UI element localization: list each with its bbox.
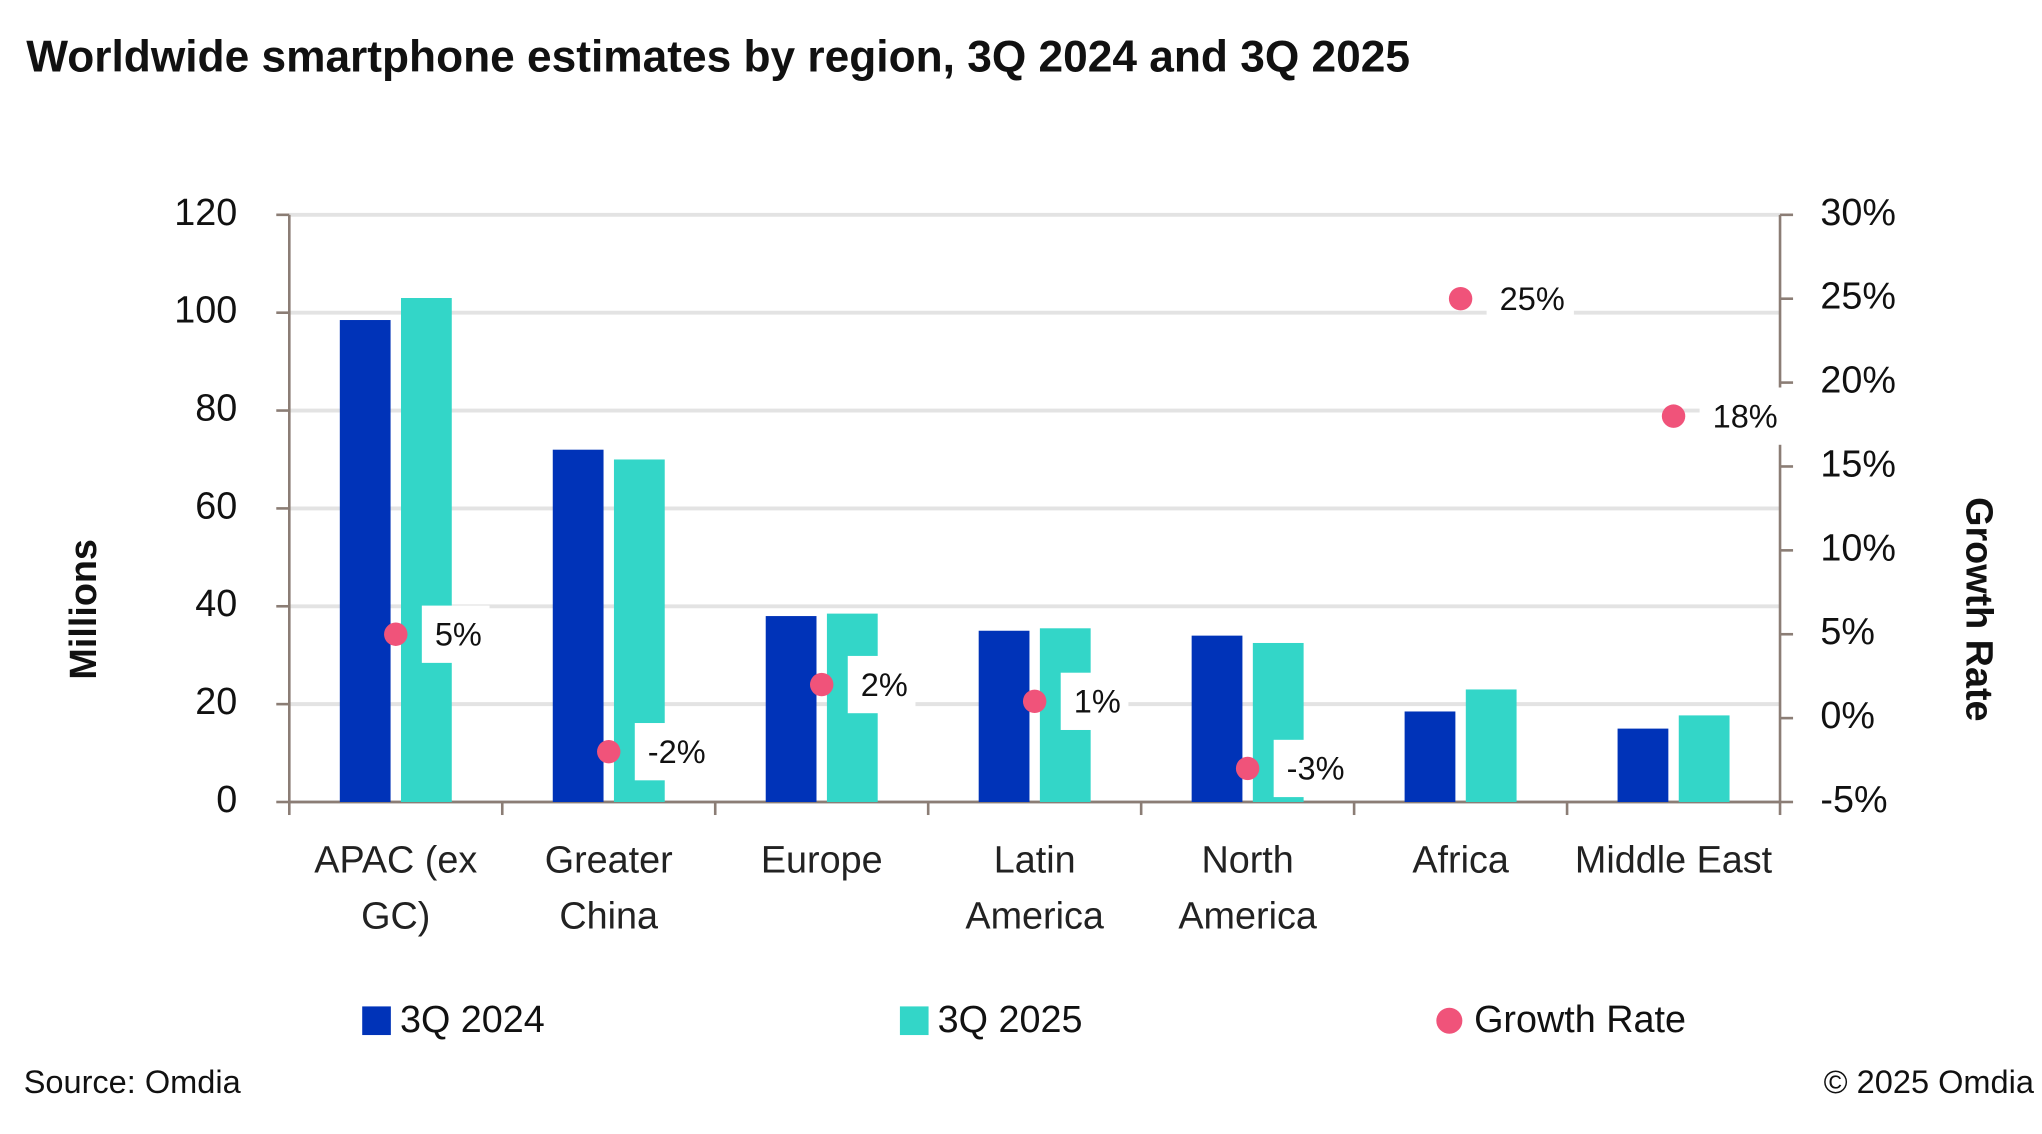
x-tick-label-box: Greater China [544,839,673,938]
y2-tick-label: 15% [1820,442,1896,484]
growth-point [1022,689,1047,714]
bar [1404,711,1456,803]
y2-tick-label: 30% [1820,191,1896,233]
x-tick-label: Middle East [1574,839,1773,882]
x-tick-label: Greater China [544,839,673,938]
y2-tick-label: -5% [1820,778,1887,820]
y-tick-label: 80 [195,387,237,429]
x-tick-label-box: Latin America [965,839,1104,938]
data-label-bg [634,723,723,781]
legend-label: 3Q 2025 [938,998,1083,1040]
y-tick-label: 100 [174,289,237,331]
legend-swatch [362,1006,391,1036]
x-tick-label-box: Africa [1412,839,1509,882]
data-label: 18% [1713,398,1778,434]
x-tick-label: Africa [1412,839,1509,882]
x-tick-label-box: Europe [760,839,883,882]
x-tick-label-box: Middle East [1574,839,1773,882]
data-label: -3% [1287,751,1345,787]
data-label: 25% [1500,281,1565,317]
y-tick-label: 120 [174,191,237,233]
growth-point [1235,756,1260,781]
y-axis-title: Millions [62,539,104,680]
bar [978,630,1030,803]
y2-tick-label: 10% [1820,526,1896,568]
data-label: 2% [861,667,908,703]
y2-axis-title: Growth Rate [1959,497,2001,721]
growth-point [809,672,834,697]
bar [1191,635,1243,803]
data-label-bg [421,605,490,663]
y-tick-label: 20 [195,680,237,722]
y2-tick-label: 0% [1820,694,1875,736]
bar [1465,689,1517,803]
legend-label: 3Q 2024 [400,998,545,1040]
growth-point [1448,286,1473,311]
legend-swatch [899,1006,929,1036]
data-label-bg [1060,672,1129,730]
bar [552,449,604,803]
bar [1678,715,1730,803]
growth-point [597,739,621,764]
x-tick-label: APAC (ex GC) [314,839,478,938]
data-label-bg [847,655,916,714]
y2-tick-label: 5% [1820,610,1875,652]
legend-label: Growth Rate [1474,998,1686,1040]
y-tick-label: 60 [195,484,237,526]
x-tick-label-box: APAC (ex GC) [314,839,478,938]
data-label: 1% [1074,684,1121,720]
legend-swatch [1436,1007,1463,1034]
data-label-bg [1486,270,1574,328]
x-tick-label: Latin America [965,839,1104,938]
y-tick-label: 0 [216,778,237,820]
growth-point [1661,404,1686,428]
growth-point [384,622,408,646]
bar [765,616,817,803]
data-label-bg [1273,739,1361,798]
y2-tick-label: 20% [1820,359,1896,401]
x-tick-label: Europe [760,839,883,882]
data-label: -2% [648,734,706,770]
x-tick-label: North America [1178,839,1317,938]
source: Source: Omdia [24,1064,242,1100]
y2-tick-label: 25% [1820,275,1896,317]
chart-title: Worldwide smartphone estimates by region… [26,33,1410,82]
bar [400,298,452,803]
data-label-bg [1699,387,1787,445]
bar [1617,728,1669,803]
y-tick-label: 40 [195,582,237,624]
bar [339,320,391,803]
copyright: © 2025 Omdia [1824,1064,2035,1100]
data-label: 5% [435,616,482,652]
x-tick-label-box: North America [1178,839,1317,938]
